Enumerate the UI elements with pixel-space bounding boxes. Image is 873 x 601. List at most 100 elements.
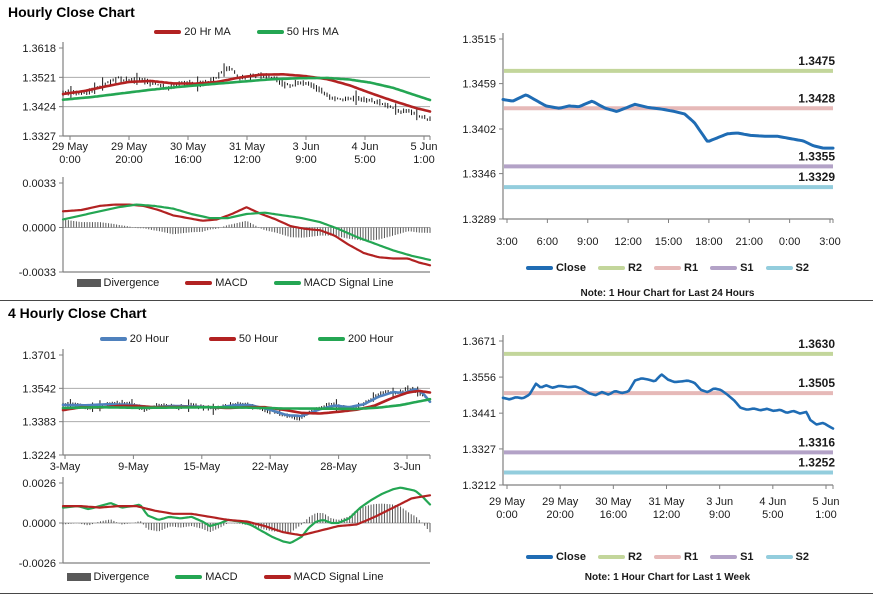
x-tick-label: 5:00	[354, 154, 375, 166]
legend-hourly-price: 20 Hr MA 50 Hrs MA	[63, 26, 430, 38]
line-swatch-icon	[175, 575, 203, 579]
legend-hourly-macd: Divergence MACD MACD Signal Line	[40, 277, 430, 289]
y-tick-label: -0.0026	[19, 558, 56, 570]
legend-label: R1	[684, 551, 699, 563]
series-line-macd	[61, 203, 432, 267]
x-tick-label: 0:00	[59, 154, 80, 166]
x-tick-label: 21:00	[735, 236, 763, 248]
y-tick-label: 1.3383	[22, 417, 56, 429]
x-tick-label: 9:00	[709, 509, 730, 521]
legend-label: S1	[740, 262, 754, 274]
legend-item: 20 Hr MA	[154, 26, 231, 38]
legend-item: R1	[654, 551, 698, 563]
y-tick-label: 1.3346	[462, 169, 496, 181]
x-tick-label: 5 Jun	[411, 141, 438, 153]
legend-item: Close	[525, 551, 586, 563]
y-tick-label: 1.3542	[22, 383, 56, 395]
x-tick-label: 15-May	[183, 461, 220, 473]
line-swatch-icon	[208, 337, 236, 341]
pivot-label-r2: 1.3475	[798, 54, 835, 68]
series-line-50-hour	[61, 389, 432, 415]
line-swatch-icon	[525, 266, 553, 270]
y-tick-label: 0.0000	[22, 223, 56, 235]
legend-item: 50 Hrs MA	[256, 26, 339, 38]
x-tick-label: 4 Jun	[759, 496, 786, 508]
legend-item: S2	[765, 551, 810, 563]
x-tick-label: 29 May	[542, 496, 579, 508]
legend-item: R1	[654, 262, 698, 274]
pivot-label-s2: 1.3329	[798, 170, 835, 184]
y-tick-label: 1.3327	[22, 131, 56, 143]
series-line-20-hr-ma	[61, 73, 432, 113]
legend-item: 20 Hour	[99, 333, 169, 345]
pivot-label-r2: 1.3630	[798, 337, 835, 351]
x-tick-label: 12:00	[614, 236, 642, 248]
x-tick-label: 12:00	[653, 509, 681, 521]
y-tick-label: 1.3327	[462, 444, 496, 456]
line-swatch-icon	[654, 555, 682, 559]
legend-label: R1	[684, 262, 699, 274]
series-line-macd-signal-line	[61, 494, 432, 537]
y-tick-label: 1.3521	[22, 72, 56, 84]
y-tick-label: 0.0026	[22, 478, 56, 490]
y-tick-label: 1.3556	[462, 372, 496, 384]
line-swatch-icon	[654, 266, 682, 270]
x-tick-label: 3 Jun	[293, 141, 320, 153]
x-tick-label: 5 Jun	[813, 496, 840, 508]
x-tick-label: 9:00	[577, 236, 598, 248]
x-tick-label: 3:00	[819, 236, 840, 248]
legend-label: Close	[555, 262, 586, 274]
legend-label: MACD Signal Line	[293, 571, 384, 583]
series-line-macd	[61, 486, 432, 545]
x-tick-label: 29 May	[52, 141, 89, 153]
line-swatch-icon	[765, 555, 793, 559]
section-title-4hourly: 4 Hourly Close Chart	[8, 305, 147, 321]
x-tick-label: 3:00	[496, 236, 517, 248]
y-tick-label: 1.3618	[22, 43, 56, 55]
x-tick-label: 3 Jun	[706, 496, 733, 508]
legend-item: S2	[765, 262, 810, 274]
x-tick-label: 1:00	[815, 509, 836, 521]
line-swatch-icon	[154, 30, 182, 34]
legend-item: MACD Signal Line	[263, 571, 384, 583]
y-tick-label: 1.3289	[462, 214, 496, 226]
series-line-50-hrs-ma	[61, 76, 432, 102]
x-tick-label: 30 May	[595, 496, 632, 508]
legend-item: Close	[525, 262, 586, 274]
x-tick-label: 20:00	[546, 509, 574, 521]
x-tick-label: 29 May	[111, 141, 148, 153]
legend-label: S2	[795, 551, 810, 563]
x-tick-label: 9:00	[295, 154, 316, 166]
legend-label: 20 Hr MA	[184, 26, 231, 38]
line-swatch-icon	[597, 555, 625, 559]
pivot-label-r1: 1.3505	[798, 376, 835, 390]
legend-item: MACD	[185, 277, 248, 289]
series-line-macd-signal-line	[61, 203, 432, 261]
legend-label: 50 Hrs MA	[286, 26, 339, 38]
legend-label: S2	[795, 262, 810, 274]
x-tick-label: 4 Jun	[352, 141, 379, 153]
line-swatch-icon	[273, 281, 301, 285]
bar-swatch-icon	[76, 279, 101, 287]
x-tick-label: 29 May	[489, 496, 526, 508]
y-tick-label: 1.3515	[462, 34, 496, 46]
note-fourh-pivot: Note: 1 Hour Chart for Last 1 Week	[584, 572, 751, 583]
legend-label: MACD	[215, 277, 248, 289]
line-swatch-icon	[765, 266, 793, 270]
legend-label: R2	[627, 262, 643, 274]
x-tick-label: 3-Jun	[393, 461, 421, 473]
page-title: Hourly Close Chart	[8, 4, 135, 20]
y-tick-label: 1.3402	[462, 124, 496, 136]
line-swatch-icon	[318, 337, 345, 341]
section-divider	[0, 300, 873, 301]
x-tick-label: 9-May	[118, 461, 149, 473]
series-line-200-hour	[61, 397, 432, 411]
pivot-label-s1: 1.3316	[798, 435, 835, 449]
legend-fourh-macd: Divergence MACD MACD Signal Line	[30, 571, 420, 583]
legend-label: Divergence	[93, 571, 150, 583]
legend-fourh-price: 20 Hour 50 Hour 200 Hour	[63, 333, 430, 345]
y-tick-label: 1.3441	[462, 408, 496, 420]
legend-item: 50 Hour	[208, 333, 278, 345]
y-tick-label: 1.3212	[462, 480, 496, 492]
